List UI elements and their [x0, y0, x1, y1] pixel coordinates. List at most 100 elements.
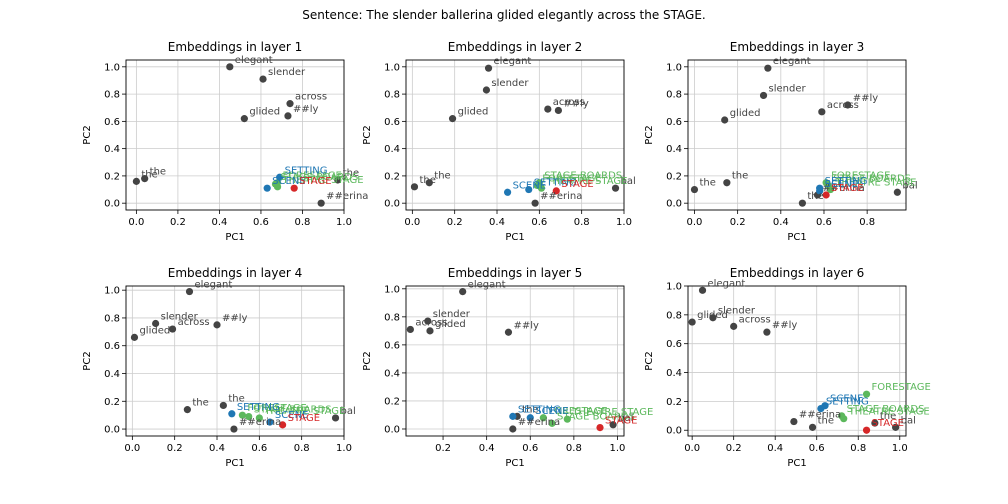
point-slender — [759, 91, 768, 100]
point-label-forestage: FORESTAGE — [283, 171, 342, 182]
point-setting — [276, 173, 284, 181]
point-elegant — [459, 288, 467, 296]
panel-title: Embeddings in layer 3 — [730, 40, 864, 54]
point-label-the: the — [150, 167, 166, 178]
point-label-elegant: elegant — [708, 278, 746, 289]
point-label-setting: SETTING — [825, 176, 868, 187]
y-tick-label: 0.4 — [384, 368, 400, 379]
point-label-setting: SETTING — [285, 165, 328, 176]
point-forestage — [539, 414, 547, 422]
panel-4: 0.0 0.2 0.4 0.6 0.8 1.0 0.0 0.2 0.4 0.6 0.8 1.0 Embe… — [82, 266, 356, 469]
plot-frame — [125, 285, 345, 437]
point-label-stage-boards: STAGE BOARDS — [833, 173, 911, 184]
point-label-erina: ##erina — [799, 410, 841, 421]
point-the — [334, 176, 342, 184]
x-axis-label: PC1 — [787, 458, 806, 469]
point-label-theatre-stage: THEATRE STAGE — [545, 176, 627, 187]
y-tick-label: 0.2 — [666, 171, 682, 182]
point-elegant — [764, 64, 772, 72]
plot-frame — [687, 285, 907, 437]
point-erina — [317, 199, 325, 207]
panel-5: 0.2 0.4 0.6 0.8 1.0 0.0 0.2 0.4 0.6 0.8 1.0 Embeddi… — [362, 266, 653, 469]
point-scene — [821, 402, 829, 410]
point-label-erina: ##erina — [823, 183, 865, 194]
y-tick-label: 1.0 — [104, 62, 120, 73]
point-across — [818, 108, 826, 116]
y-tick-label: 0.8 — [384, 90, 400, 101]
x-tick-label: 0.4 — [209, 443, 225, 454]
point-bal — [892, 423, 900, 431]
x-tick-label: 0.8 — [859, 217, 875, 228]
point-scene — [816, 187, 824, 195]
y-axis-label: PC2 — [362, 125, 373, 144]
point-label-stage-boards: STAGE BOARDS — [557, 411, 635, 422]
point-stage — [290, 184, 298, 192]
y-tick-label: 1.0 — [104, 286, 120, 297]
point-the — [723, 179, 731, 187]
y-axis-label: PC2 — [644, 351, 655, 370]
point-label-erina: ##erina — [540, 191, 582, 202]
point-glided — [721, 116, 729, 124]
point-label-forestage: FORESTAGE — [247, 403, 306, 414]
point-theatre-stage — [255, 414, 263, 422]
point-elegant — [484, 64, 493, 72]
y-tick-label: 0.2 — [384, 171, 400, 182]
point-bal — [331, 414, 340, 422]
point-erina — [531, 199, 539, 207]
point-label-glided: glided — [458, 107, 489, 118]
y-tick-label: 1.0 — [384, 62, 400, 73]
point-across — [406, 325, 414, 334]
y-tick-label: 0.0 — [666, 426, 682, 437]
point-stage-boards — [245, 412, 253, 421]
point-across — [168, 325, 177, 333]
x-tick-label: 0.0 — [687, 217, 703, 228]
panel-6: 0.0 0.2 0.4 0.6 0.8 1.0 0.0 0.2 0.4 0.6 0.8 1.0 Embe… — [644, 266, 931, 469]
point-across — [286, 100, 294, 108]
point-label-glided: glided — [730, 108, 761, 119]
y-tick-label: 0.6 — [666, 117, 682, 128]
point-slender — [482, 86, 491, 94]
y-tick-label: 0.2 — [384, 396, 400, 407]
x-tick-label: 0.2 — [730, 217, 746, 228]
point-label-setting: SETTING — [534, 178, 577, 189]
point-label-stage-boards: STAGE BOARDS — [847, 404, 925, 415]
point-across — [544, 105, 552, 113]
point-theatre-stage — [826, 185, 835, 194]
point-label-the: the — [818, 415, 834, 426]
point-forestage — [238, 411, 247, 419]
x-axis-label: PC1 — [225, 458, 244, 469]
x-tick-label: 0.2 — [447, 217, 463, 228]
point-label-elegant: elegant — [235, 55, 273, 66]
x-tick-label: 1.0 — [610, 443, 626, 454]
point-label-the: the — [807, 191, 823, 202]
point-label-across: across — [553, 97, 585, 108]
point-theatre-stage — [840, 415, 848, 423]
y-axis-label: PC2 — [644, 125, 655, 144]
point-slender — [152, 319, 160, 328]
point-scene — [266, 418, 274, 426]
panel-title: Embeddings in layer 5 — [448, 266, 582, 280]
point-scene — [263, 184, 271, 192]
point-label-forestage: FORESTAGE — [831, 171, 890, 182]
x-tick-label: 0.8 — [850, 443, 866, 454]
x-axis-label: PC1 — [787, 232, 806, 243]
x-axis-label: PC1 — [505, 458, 524, 469]
point-label-slender: slender — [433, 309, 471, 320]
point-label-across: across — [295, 92, 327, 103]
point-label-glided: glided — [139, 325, 170, 336]
figure-title: Sentence: The slender ballerina glided e… — [302, 8, 706, 22]
panel-1: 0.0 0.2 0.4 0.6 0.8 1.0 0.0 0.2 0.4 0.6 0.8 1.0 Embe… — [82, 40, 368, 243]
x-tick-label: 0.8 — [294, 443, 310, 454]
x-tick-label: 0.0 — [404, 217, 420, 228]
y-tick-label: 1.0 — [666, 62, 682, 73]
panel-2: 0.0 0.2 0.4 0.6 0.8 1.0 0.0 0.2 0.4 0.6 0.8 1.0 Embe… — [362, 40, 636, 243]
plot-frame — [125, 59, 345, 211]
point-label-stage-boards: STAGE BOARDS — [254, 405, 332, 416]
point-label-elegant: elegant — [773, 56, 811, 67]
point-the — [183, 406, 191, 414]
point-the — [132, 177, 140, 185]
point-stage — [822, 191, 830, 199]
point-label-slender: slender — [161, 312, 199, 323]
panel-title: Embeddings in layer 1 — [168, 40, 302, 54]
point-erina — [509, 425, 517, 433]
